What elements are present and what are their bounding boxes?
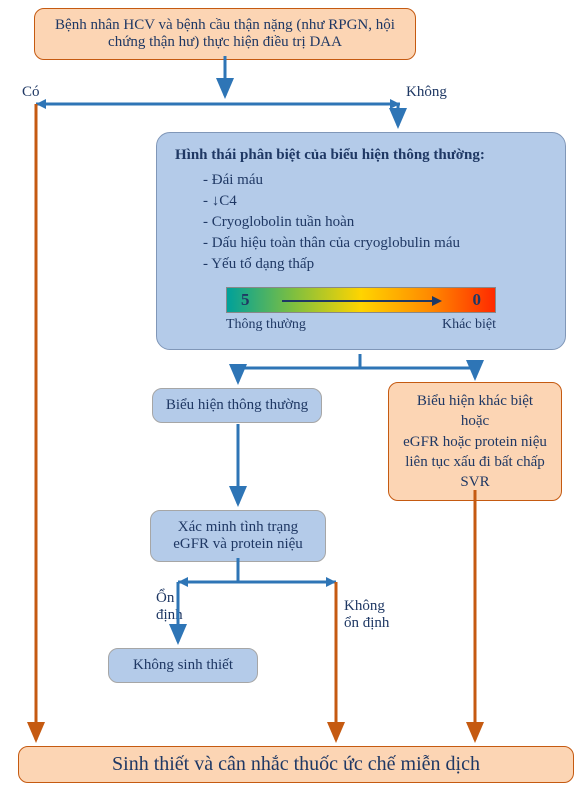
- label-no: Không: [406, 84, 447, 101]
- top-start-text: Bệnh nhân HCV và bệnh cầu thận nặng (như…: [55, 17, 395, 50]
- scale-captions: Thông thường Khác biệt: [226, 317, 496, 333]
- branch-distinct-box: Biểu hiện khác biệt hoặc eGFR hoặc prote…: [388, 382, 562, 501]
- label-unstable: Không ổn định: [344, 598, 394, 632]
- scale-left-num: 5: [241, 290, 250, 310]
- feature-title: Hình thái phân biệt của biểu hiện thông …: [175, 147, 547, 164]
- feature-item: Đái máu: [203, 170, 547, 191]
- feature-item: Dấu hiệu toàn thân của cryoglobulin máu: [203, 233, 547, 254]
- scale-right-num: 0: [473, 290, 482, 310]
- feature-item: Yếu tố dạng thấp: [203, 254, 547, 275]
- feature-item: Cryoglobolin tuần hoàn: [203, 212, 547, 233]
- scale-right-label: Khác biệt: [442, 317, 496, 333]
- no-biopsy-text: Không sinh thiết: [133, 657, 233, 673]
- label-yes: Có: [22, 84, 40, 101]
- branch-common-text: Biểu hiện thông thường: [166, 397, 308, 413]
- severity-gradient: 5 0: [226, 287, 496, 313]
- branch-common-box: Biểu hiện thông thường: [152, 388, 322, 423]
- feature-list: Đái máu ↓C4 Cryoglobolin tuần hoàn Dấu h…: [203, 170, 547, 275]
- verify-box: Xác minh tình trạng eGFR và protein niệu: [150, 510, 326, 562]
- top-start-box: Bệnh nhân HCV và bệnh cầu thận nặng (như…: [34, 8, 416, 60]
- verify-text: Xác minh tình trạng eGFR và protein niệu: [173, 519, 303, 552]
- label-stable: Ổn định: [156, 590, 196, 624]
- branch-distinct-text: Biểu hiện khác biệt hoặc eGFR hoặc prote…: [403, 393, 547, 490]
- feature-item: ↓C4: [203, 191, 547, 212]
- scale-left-label: Thông thường: [226, 317, 306, 333]
- no-biopsy-box: Không sinh thiết: [108, 648, 258, 683]
- scale-arrow: [282, 291, 442, 311]
- final-text: Sinh thiết và cân nhắc thuốc ức chế miễn…: [112, 753, 480, 775]
- final-box: Sinh thiết và cân nhắc thuốc ức chế miễn…: [18, 746, 574, 783]
- feature-box: Hình thái phân biệt của biểu hiện thông …: [156, 132, 566, 350]
